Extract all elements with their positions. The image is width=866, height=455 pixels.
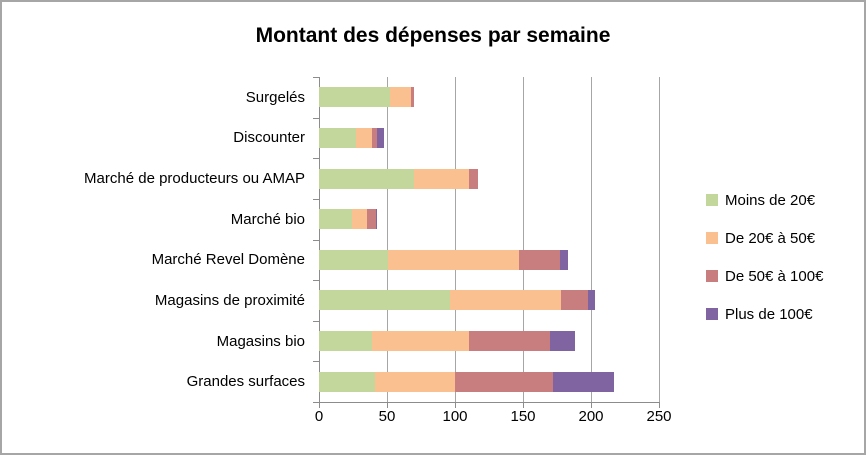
bar-segment — [372, 331, 469, 352]
bar-segment — [355, 127, 373, 148]
bar-segment — [455, 371, 553, 392]
x-axis-tick-labels: 0 50 100 150 200 250 — [315, 408, 672, 428]
legend-swatch-icon — [706, 308, 718, 320]
category-label: Marché Revel Domène — [151, 251, 305, 269]
legend-label: Moins de 20€ — [725, 191, 816, 209]
bar-segment — [319, 371, 375, 392]
y-axis-tick — [313, 402, 319, 403]
bar-segment — [550, 331, 575, 352]
y-axis-tick — [313, 118, 319, 119]
legend-swatch-icon — [706, 270, 718, 282]
bar-segment — [377, 127, 385, 148]
x-axis-tick-label: 150 — [510, 408, 536, 425]
bar-segment — [411, 87, 415, 108]
bar-segment — [319, 249, 389, 270]
legend-label: De 50€ à 100€ — [725, 267, 824, 285]
chart-title: Montant des dépenses par semaine — [255, 24, 611, 47]
x-axis-tick — [455, 402, 456, 408]
bar-segment — [351, 209, 367, 230]
gridline — [387, 77, 388, 402]
bar-segment — [366, 209, 377, 230]
bar-segment — [414, 168, 469, 189]
legend-item: Moins de 20€ — [706, 191, 816, 209]
x-axis-tick — [319, 402, 320, 408]
x-axis-tick — [591, 402, 592, 408]
gridline — [659, 77, 660, 402]
x-axis-tick-label: 0 — [314, 408, 324, 425]
y-axis-tick — [313, 361, 319, 362]
y-axis-tick — [313, 240, 319, 241]
legend-item: De 20€ à 50€ — [706, 229, 816, 247]
bar-segment — [518, 249, 560, 270]
bar-segment — [588, 290, 596, 311]
gridline — [523, 77, 524, 402]
y-axis-tick — [313, 280, 319, 281]
y-axis-line — [319, 77, 320, 402]
legend-swatch-icon — [706, 232, 718, 244]
legend-swatch-icon — [706, 194, 718, 206]
gridline — [455, 77, 456, 402]
x-axis-tick — [523, 402, 524, 408]
y-axis-tick — [313, 77, 319, 78]
bar-segment — [372, 127, 378, 148]
bar-segment — [389, 87, 412, 108]
x-axis-tick — [387, 402, 388, 408]
bar-segment — [319, 331, 373, 352]
bar-segment — [468, 331, 551, 352]
category-label: Grandes surfaces — [186, 373, 305, 391]
legend-label: Plus de 100€ — [725, 305, 813, 323]
category-axis-labels: Surgelés Discounter Marché de producteurs … — [2, 77, 312, 402]
legend-item: Plus de 100€ — [706, 305, 813, 323]
bar-segment — [319, 168, 415, 189]
category-label: Discounter — [233, 129, 305, 147]
bar-segment — [319, 87, 390, 108]
gridline — [591, 77, 592, 402]
bar-segment — [449, 290, 562, 311]
category-label: Magasins de proximité — [154, 291, 305, 309]
x-axis-tick-label: 100 — [442, 408, 468, 425]
y-axis-tick — [313, 321, 319, 322]
x-axis-line — [318, 402, 660, 403]
bar-segment — [319, 127, 356, 148]
category-label: Marché bio — [230, 210, 305, 228]
y-axis-tick — [313, 158, 319, 159]
y-axis-tick — [313, 199, 319, 200]
category-label: Marché de producteurs ou AMAP — [84, 170, 305, 188]
bar-segment — [319, 290, 450, 311]
bar-segment — [376, 209, 378, 230]
x-axis-tick-label: 200 — [578, 408, 604, 425]
x-axis-tick — [659, 402, 660, 408]
plot-area — [313, 77, 660, 408]
legend-item: De 50€ à 100€ — [706, 267, 824, 285]
bar-segment — [559, 249, 568, 270]
bar-segment — [561, 290, 589, 311]
x-axis-tick-label: 250 — [646, 408, 672, 425]
bar-segment — [468, 168, 479, 189]
bar-segment — [374, 371, 455, 392]
bar-segment — [319, 209, 352, 230]
legend-label: De 20€ à 50€ — [725, 229, 816, 247]
category-label: Magasins bio — [216, 332, 305, 350]
x-axis-tick-label: 50 — [378, 408, 396, 425]
bar-segment — [552, 371, 615, 392]
category-label: Surgelés — [245, 88, 305, 106]
bar-segment — [388, 249, 519, 270]
